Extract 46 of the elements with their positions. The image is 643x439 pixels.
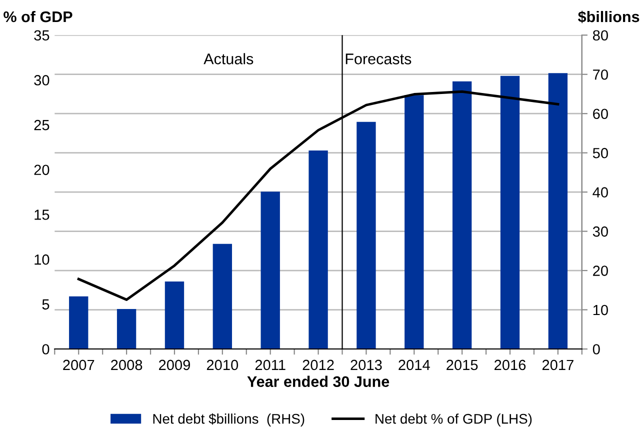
bar (500, 76, 520, 350)
annotation: Actuals (204, 53, 254, 64)
y-tick-label: 35 (34, 30, 50, 41)
x-tick-label: 2011 (255, 360, 286, 370)
y2-tick-label: 80 (592, 30, 608, 41)
bar (356, 122, 376, 350)
y2-tick-label: 20 (593, 266, 608, 276)
y2-tick-label: 60 (593, 108, 608, 120)
bar (69, 296, 88, 350)
y2-tick-label: 0 (592, 344, 600, 354)
bar (308, 150, 328, 350)
y-tick-label: 5 (42, 299, 50, 310)
bar (116, 308, 136, 350)
y2-tick-label: 10 (593, 304, 608, 316)
bar (548, 73, 568, 350)
y-tick-label: 15 (34, 210, 50, 220)
legend-label: Net debt $billions (RHS) (153, 413, 304, 426)
x-tick-label: 2007 (63, 360, 94, 370)
x-tick-label: 2014 (398, 360, 430, 370)
x-tick-label: 2015 (446, 360, 478, 370)
y2-tick-label: 40 (592, 187, 608, 198)
annotation: Forecasts (346, 54, 412, 64)
y2-tick-label: 70 (593, 69, 608, 80)
y-axis-title: % of GDP (4, 10, 72, 22)
x-tick-label: 2009 (159, 360, 190, 370)
x-tick-label: 2013 (350, 360, 382, 370)
x-tick-label: 2016 (494, 360, 526, 370)
y2-tick-label: 50 (592, 148, 608, 158)
y-tick-label: 10 (34, 254, 50, 265)
x-tick-label: 2008 (111, 360, 142, 370)
x-tick-label: 2010 (206, 360, 238, 370)
y-tick-label: 25 (34, 120, 50, 130)
bar (452, 81, 472, 350)
bar (212, 244, 232, 350)
x-tick-label: 2017 (542, 360, 574, 370)
y-tick-label: 0 (42, 344, 50, 354)
x-axis-title: Year ended 30 June (247, 376, 390, 388)
bar (404, 95, 424, 350)
y2-tick-label: 30 (592, 226, 608, 237)
y-tick-label: 20 (34, 164, 50, 176)
y-tick-label: 30 (34, 75, 50, 86)
bar (164, 282, 184, 350)
legend-label: Net debt % of GDP (LHS) (376, 414, 532, 426)
y2-axis-title: $billions (578, 10, 640, 24)
bar (260, 192, 280, 350)
x-tick-label: 2012 (302, 360, 334, 370)
